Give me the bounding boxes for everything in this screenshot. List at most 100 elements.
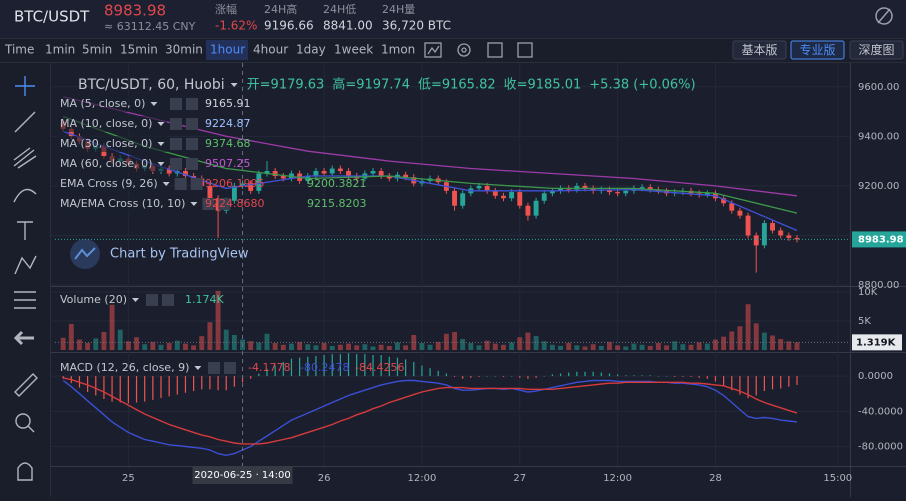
- volume-bar: [142, 344, 148, 350]
- macd-histogram: [633, 375, 635, 377]
- settings-button[interactable]: [170, 98, 182, 110]
- candle-body: [403, 174, 409, 178]
- interval[interactable]: 4hour: [253, 43, 288, 57]
- ohlc-legend: 开=9179.63: [247, 78, 325, 93]
- macd-histogram: [266, 369, 268, 377]
- stat-label: 涨幅: [215, 3, 237, 16]
- dropdown-caret[interactable]: [132, 298, 139, 302]
- version-button[interactable]: [790, 40, 845, 60]
- dropdown-caret[interactable]: [150, 102, 158, 106]
- settings-button[interactable]: [170, 138, 182, 150]
- dropdown-caret[interactable]: [157, 142, 165, 146]
- interval[interactable]: Time: [4, 43, 34, 57]
- volume-bar: [598, 345, 604, 350]
- macd-histogram: [168, 376, 170, 397]
- volume-bar: [386, 345, 392, 350]
- close-button[interactable]: [186, 98, 198, 110]
- macd-histogram: [714, 376, 717, 382]
- macd-histogram: [600, 372, 602, 377]
- candle-body: [704, 193, 710, 195]
- dropdown-caret[interactable]: [162, 182, 170, 186]
- settings-button[interactable]: [146, 294, 158, 306]
- dropdown-caret[interactable]: [157, 122, 165, 126]
- macd-histogram: [111, 376, 113, 402]
- y-tick-label: 0.0000: [858, 371, 893, 382]
- settings-icon[interactable]: [875, 7, 893, 25]
- volume-bar: [721, 336, 727, 350]
- close-button[interactable]: [186, 118, 198, 130]
- price-marker-label: 8983.98: [858, 234, 904, 245]
- close-button[interactable]: [186, 158, 198, 170]
- volume-bar: [321, 343, 327, 350]
- icon[interactable]: [517, 42, 533, 58]
- close-button[interactable]: [190, 178, 203, 190]
- volume-bar: [778, 338, 784, 350]
- forecast-tool[interactable]: [14, 291, 36, 309]
- magnet-tool[interactable]: [17, 462, 33, 481]
- dropdown-caret[interactable]: [194, 366, 202, 370]
- macd-histogram: [184, 376, 187, 393]
- ohlc-legend: +5.38 (+0.06%): [589, 78, 695, 93]
- candle-body: [745, 215, 751, 236]
- settings-button[interactable]: [202, 198, 215, 210]
- close-button[interactable]: [186, 138, 198, 150]
- interval[interactable]: 5min: [82, 43, 112, 57]
- macd-histogram: [331, 354, 333, 377]
- interval[interactable]: 1week: [334, 43, 373, 57]
- candle-body: [778, 230, 784, 236]
- trend-tool[interactable]: [14, 111, 36, 133]
- fib-tool[interactable]: [13, 147, 37, 169]
- zoom-tool[interactable]: [15, 413, 31, 429]
- settings-button[interactable]: [170, 118, 182, 130]
- measure-tool[interactable]: [14, 373, 38, 397]
- text-tool[interactable]: [17, 221, 33, 240]
- close-button[interactable]: [218, 198, 231, 210]
- chart-area: [51, 63, 906, 497]
- macd-histogram: [706, 376, 708, 379]
- interval[interactable]: 1mon: [381, 43, 415, 57]
- stat-value: -1.62%: [215, 19, 257, 33]
- macd-histogram: [396, 357, 399, 377]
- interval[interactable]: 1hour: [210, 43, 245, 57]
- volume-bar: [109, 304, 115, 350]
- version-button[interactable]: [732, 40, 787, 60]
- study-name: MA (5, close, 0): [60, 97, 145, 110]
- volume-bar: [183, 343, 188, 350]
- macd-histogram: [584, 371, 586, 377]
- interval[interactable]: 1min: [45, 43, 75, 57]
- close-button[interactable]: [162, 294, 174, 306]
- dropdown-caret[interactable]: [157, 162, 165, 166]
- volume-bar: [337, 344, 343, 350]
- close-button[interactable]: [224, 362, 236, 374]
- pattern-tool[interactable]: [14, 255, 37, 275]
- macd-histogram: [250, 376, 252, 379]
- icon: [875, 7, 893, 25]
- icon[interactable]: [424, 42, 442, 58]
- macd-histogram: [347, 353, 350, 377]
- settings-button[interactable]: [174, 178, 187, 190]
- macd-legend: MACD (12, 26, close, 9): [60, 361, 189, 374]
- stat-label: 24H高: [264, 2, 297, 16]
- interval[interactable]: 15min: [120, 43, 158, 57]
- volume-bar: [647, 345, 653, 350]
- macd-histogram: [356, 354, 358, 377]
- version-button[interactable]: [849, 40, 904, 60]
- dropdown-caret[interactable]: [230, 83, 238, 87]
- interval[interactable]: 30min: [165, 43, 203, 57]
- brush-tool[interactable]: [13, 188, 37, 203]
- crosshair-tool[interactable]: [15, 76, 35, 96]
- candle-body: [280, 175, 286, 179]
- volume-bar: [786, 341, 792, 350]
- settings-button[interactable]: [170, 158, 182, 170]
- interval[interactable]: 1day: [296, 43, 326, 57]
- icon[interactable]: [457, 43, 471, 57]
- volume-bar: [631, 343, 637, 350]
- settings-button[interactable]: [208, 362, 220, 374]
- volume-bar: [207, 322, 213, 350]
- dropdown-caret[interactable]: [190, 202, 198, 206]
- candle-body: [509, 192, 515, 199]
- x-tick-label: 25: [122, 473, 135, 484]
- back-tool[interactable]: [13, 330, 34, 346]
- icon[interactable]: [487, 42, 503, 58]
- candle-body: [721, 198, 727, 204]
